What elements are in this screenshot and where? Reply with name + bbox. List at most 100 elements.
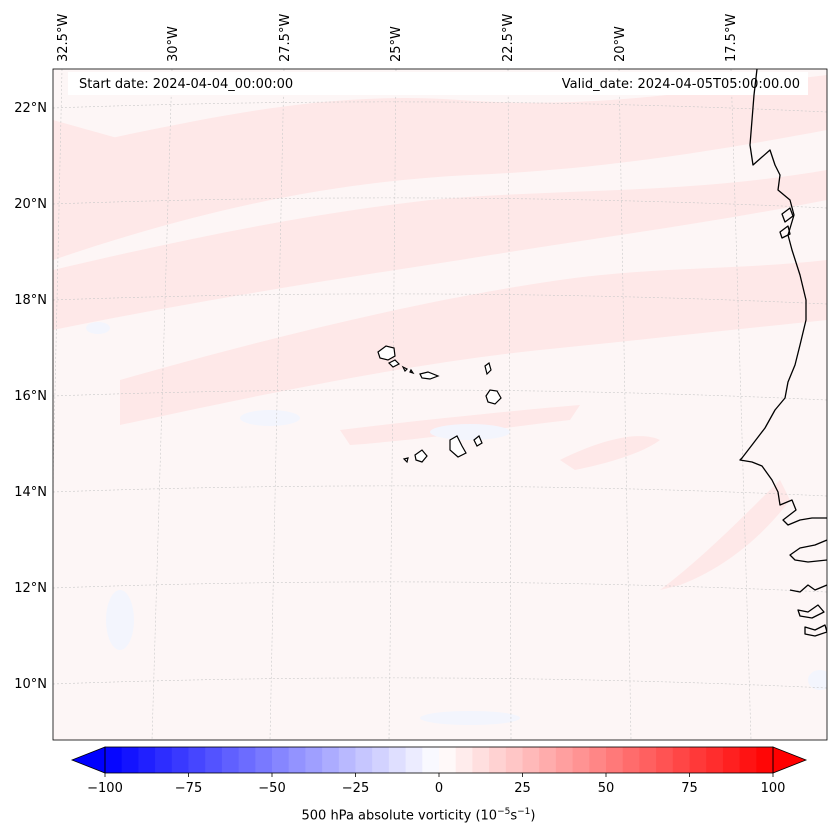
negative-vorticity-patch	[86, 322, 110, 334]
negative-vorticity-patch	[430, 424, 510, 440]
meridian-line	[730, 69, 752, 740]
cape-verde-islands	[377, 345, 502, 464]
colorbar-cell	[305, 747, 323, 773]
island	[419, 371, 440, 380]
colorbar-cell	[255, 747, 273, 773]
colorbar-cell	[405, 747, 423, 773]
vorticity-field	[53, 75, 827, 590]
colorbar-cell	[322, 747, 340, 773]
island	[473, 435, 483, 447]
colorbar-title-main: 500 hPa absolute vorticity (10	[301, 808, 498, 824]
colorbar-cells	[105, 747, 774, 773]
lat-label: 16°N	[14, 389, 47, 404]
colorbar-cell	[205, 747, 223, 773]
meridian-line	[53, 69, 63, 494]
africa-coastline	[739, 69, 827, 526]
island	[414, 449, 428, 463]
island	[402, 457, 409, 464]
island	[484, 361, 492, 376]
lon-label: 20°W	[613, 26, 628, 62]
colorbar-tick-label: −75	[175, 781, 202, 796]
colorbar-cell	[522, 747, 540, 773]
colorbar-cell	[756, 747, 774, 773]
colorbar-cell	[388, 747, 407, 773]
meridian-line	[618, 69, 632, 740]
meridian-line	[269, 69, 285, 740]
negative-vorticity-patch	[106, 590, 134, 650]
colorbar-title-exponent: −5	[497, 807, 511, 817]
vorticity-band	[560, 436, 660, 470]
colorbar-cell	[622, 747, 640, 773]
map-panel	[53, 69, 827, 740]
longitude-labels: 32.5°W 30°W 27.5°W 25°W 22.5°W 20°W 17.5…	[56, 14, 739, 62]
lon-label: 25°W	[389, 26, 404, 62]
colorbar-min-extend-arrow	[70, 746, 106, 774]
lat-label: 22°N	[14, 101, 47, 116]
colorbar-cell	[171, 747, 190, 773]
colorbar-title: 500 hPa absolute vorticity (10−5s−1)	[0, 807, 837, 823]
colorbar-cell	[455, 747, 473, 773]
colorbar-cell	[672, 747, 691, 773]
vorticity-band	[53, 170, 827, 330]
colorbar-tick-label: 0	[435, 781, 443, 796]
colorbar-cell	[572, 747, 590, 773]
colorbar-cell	[188, 747, 206, 773]
valid-date-label: Valid_date: 2024-04-05T05:00:00.00	[561, 77, 800, 92]
colorbar-cell	[288, 747, 306, 773]
colorbar-cell	[422, 747, 440, 773]
negative-vorticity-patch	[420, 711, 520, 725]
lat-label: 20°N	[14, 197, 47, 212]
colorbar-cell	[138, 747, 156, 773]
vorticity-band	[53, 75, 827, 260]
lat-label: 14°N	[14, 485, 47, 500]
colorbar-cell	[221, 747, 240, 773]
colorbar-title-unit: s	[510, 808, 518, 824]
colorbar-cell	[739, 747, 757, 773]
lon-label: 17.5°W	[724, 14, 739, 62]
colorbar-cell	[489, 747, 507, 773]
colorbar-ticks: −100 −75 −50 −25 0 25 50 75 100	[87, 773, 785, 796]
colorbar-tick-label: −100	[87, 781, 123, 796]
lat-label: 12°N	[14, 581, 47, 596]
colorbar-cell	[639, 747, 657, 773]
lat-label: 10°N	[14, 677, 47, 692]
vorticity-band	[120, 260, 827, 425]
africa-coastline	[781, 207, 794, 223]
lon-label: 32.5°W	[56, 14, 71, 62]
date-header-box	[68, 72, 808, 95]
colorbar-cell	[272, 747, 290, 773]
colorbar-tick-label: −50	[258, 781, 285, 796]
colorbar-cell	[472, 747, 490, 773]
island	[401, 365, 409, 373]
vorticity-band	[53, 120, 160, 200]
colorbar-cell	[689, 747, 707, 773]
negative-vorticity-patches	[86, 322, 827, 725]
colorbar-cell	[105, 747, 123, 773]
colorbar-cell	[372, 747, 390, 773]
colorbar-cell	[238, 747, 256, 773]
island	[485, 389, 502, 405]
colorbar-cell	[439, 747, 457, 773]
africa-coastline	[779, 225, 791, 239]
colorbar-cell	[155, 747, 173, 773]
colorbar-tick-label: −25	[342, 781, 369, 796]
island	[449, 435, 467, 458]
negative-vorticity-patch	[808, 670, 827, 690]
colorbar-max-extend-arrow	[772, 746, 808, 774]
lat-label: 18°N	[14, 293, 47, 308]
colorbar-title-end: )	[530, 808, 536, 824]
africa-coastline	[789, 584, 827, 593]
colorbar-tick-label: 100	[761, 781, 786, 796]
colorbar-title-exponent: −1	[517, 807, 531, 817]
negative-vorticity-patch	[240, 410, 300, 426]
colorbar-cell	[555, 747, 574, 773]
africa-coastline	[789, 539, 827, 563]
graticule	[53, 69, 827, 740]
lon-label: 27.5°W	[278, 14, 293, 62]
lon-label: 22.5°W	[501, 14, 516, 62]
colorbar-tick-label: 50	[598, 781, 615, 796]
colorbar: −100 −75 −50 −25 0 25 50 75 100	[70, 746, 808, 796]
island	[387, 359, 401, 368]
coastline	[739, 69, 827, 637]
vorticity-band	[660, 480, 790, 590]
